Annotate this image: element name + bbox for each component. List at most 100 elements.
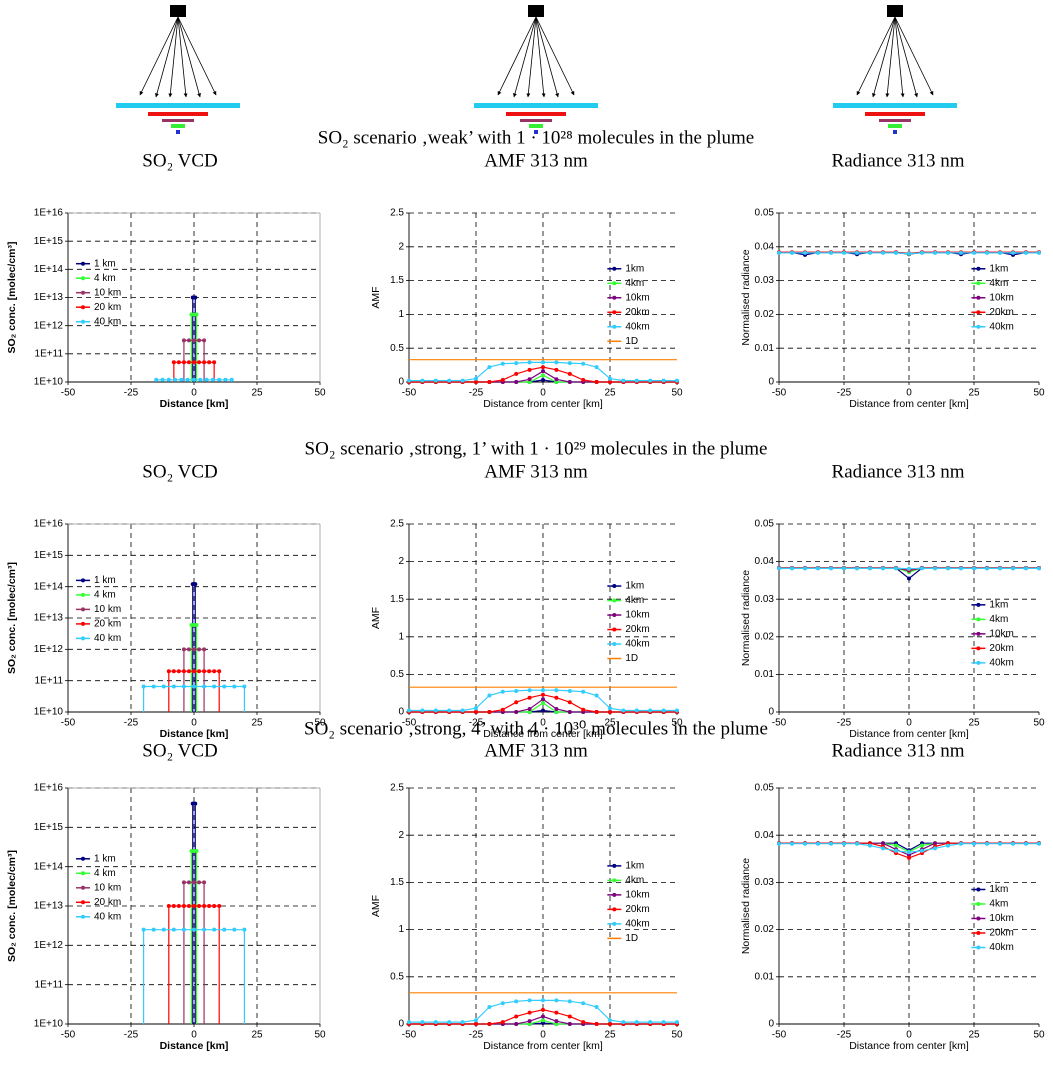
- legend-label: 4km: [989, 278, 1008, 289]
- x-tick-label: 25: [968, 388, 980, 399]
- series-marker: [985, 566, 989, 571]
- series-marker: [141, 927, 146, 932]
- series-marker: [959, 250, 963, 255]
- x-tick-label: 50: [671, 718, 683, 729]
- series-marker: [186, 360, 191, 365]
- series-marker: [868, 566, 872, 571]
- x-tick-label: 25: [251, 388, 263, 399]
- series-marker: [946, 250, 950, 255]
- series-marker: [161, 684, 166, 689]
- legend-marker: [81, 607, 85, 612]
- x-axis-label: Distance from center [km]: [849, 728, 969, 740]
- series-marker: [829, 250, 833, 255]
- series-marker: [777, 841, 781, 846]
- series-marker: [933, 841, 937, 846]
- series-marker: [202, 647, 207, 652]
- x-tick-label: -25: [837, 718, 852, 729]
- series-marker: [803, 250, 807, 255]
- series-marker: [567, 380, 572, 384]
- series-marker: [154, 377, 159, 382]
- legend-label: 20km: [625, 904, 649, 915]
- series-marker: [1037, 250, 1041, 255]
- series-marker: [541, 365, 545, 370]
- series-marker: [541, 688, 545, 693]
- series-marker: [894, 843, 898, 848]
- x-tick-label: -50: [772, 1030, 787, 1041]
- series-marker: [232, 684, 237, 689]
- series-marker: [790, 566, 794, 571]
- series-marker: [192, 647, 196, 652]
- series-marker: [972, 566, 976, 571]
- legend-label: 1km: [989, 884, 1008, 895]
- series-marker: [581, 689, 586, 694]
- y-tick-label: 1E+16: [34, 783, 64, 794]
- series-marker: [194, 622, 199, 627]
- x-tick-label: -25: [124, 388, 139, 399]
- series-marker: [959, 566, 963, 571]
- series-marker: [567, 371, 572, 376]
- series-marker: [197, 904, 202, 908]
- legend-label: 10 km: [94, 882, 121, 893]
- series-marker: [541, 360, 545, 365]
- series-marker: [567, 361, 572, 366]
- x-tick-label: 0: [540, 718, 546, 729]
- series-marker: [212, 669, 217, 674]
- legend-label: 20 km: [94, 302, 121, 313]
- legend-marker: [976, 617, 981, 622]
- legend-label: 40 km: [94, 633, 121, 644]
- legend-label: 40km: [989, 942, 1013, 953]
- legend-label: 20km: [989, 643, 1013, 654]
- series-marker: [907, 855, 911, 860]
- series-marker: [816, 841, 820, 846]
- series-marker: [554, 1022, 559, 1026]
- series-marker: [207, 360, 212, 365]
- y-tick-label: 1E+13: [34, 292, 64, 303]
- x-tick-label: 25: [251, 1030, 263, 1041]
- series-marker: [541, 1007, 545, 1012]
- scenario-title: SO₂ scenario ‚strong, 4’ with 4 · 10³⁰ m…: [304, 718, 768, 739]
- series-marker: [868, 843, 872, 848]
- series-marker: [514, 361, 519, 366]
- legend-label: 40km: [625, 639, 649, 650]
- y-tick-label: 1E+14: [34, 861, 64, 872]
- y-tick-label: 1E+10: [34, 377, 64, 388]
- series-marker: [160, 377, 165, 382]
- series-marker: [242, 684, 247, 689]
- y-tick-label: 0.5: [390, 343, 404, 354]
- series-marker: [675, 1020, 679, 1025]
- y-tick-label: 1E+15: [34, 822, 64, 833]
- series-marker: [487, 380, 492, 384]
- series-marker: [197, 360, 202, 365]
- series-marker: [790, 250, 794, 255]
- series-marker: [933, 250, 937, 255]
- series-marker: [829, 566, 833, 571]
- legend-marker: [81, 900, 85, 905]
- y-tick-label: 1E+11: [35, 675, 64, 686]
- legend-label: 4km: [989, 614, 1008, 625]
- series-marker: [212, 684, 217, 689]
- chart-title: SO₂ VCD: [142, 461, 217, 482]
- series-marker: [855, 841, 859, 846]
- series-marker: [634, 1020, 639, 1025]
- chart-title: AMF 313 nm: [484, 150, 588, 171]
- series-marker: [202, 927, 207, 932]
- series-marker: [181, 647, 186, 652]
- x-tick-label: 0: [906, 388, 912, 399]
- series-marker: [460, 708, 465, 713]
- series-marker: [621, 1020, 626, 1025]
- series-marker: [179, 377, 184, 382]
- series-marker: [1011, 250, 1015, 255]
- series-marker: [648, 708, 653, 713]
- legend-marker: [81, 885, 85, 890]
- y-tick-label: 1.5: [390, 594, 404, 605]
- x-tick-label: 25: [604, 718, 616, 729]
- legend-marker: [612, 863, 617, 868]
- series-marker: [222, 684, 227, 689]
- series-marker: [474, 710, 478, 714]
- legend-label: 1 km: [94, 258, 116, 269]
- series-marker: [816, 566, 820, 571]
- legend-marker: [81, 914, 85, 919]
- y-tick-label: 0: [398, 1019, 404, 1030]
- series-marker: [192, 904, 196, 908]
- y-axis-label: SO₂ conc. [molec/cm³]: [6, 850, 18, 962]
